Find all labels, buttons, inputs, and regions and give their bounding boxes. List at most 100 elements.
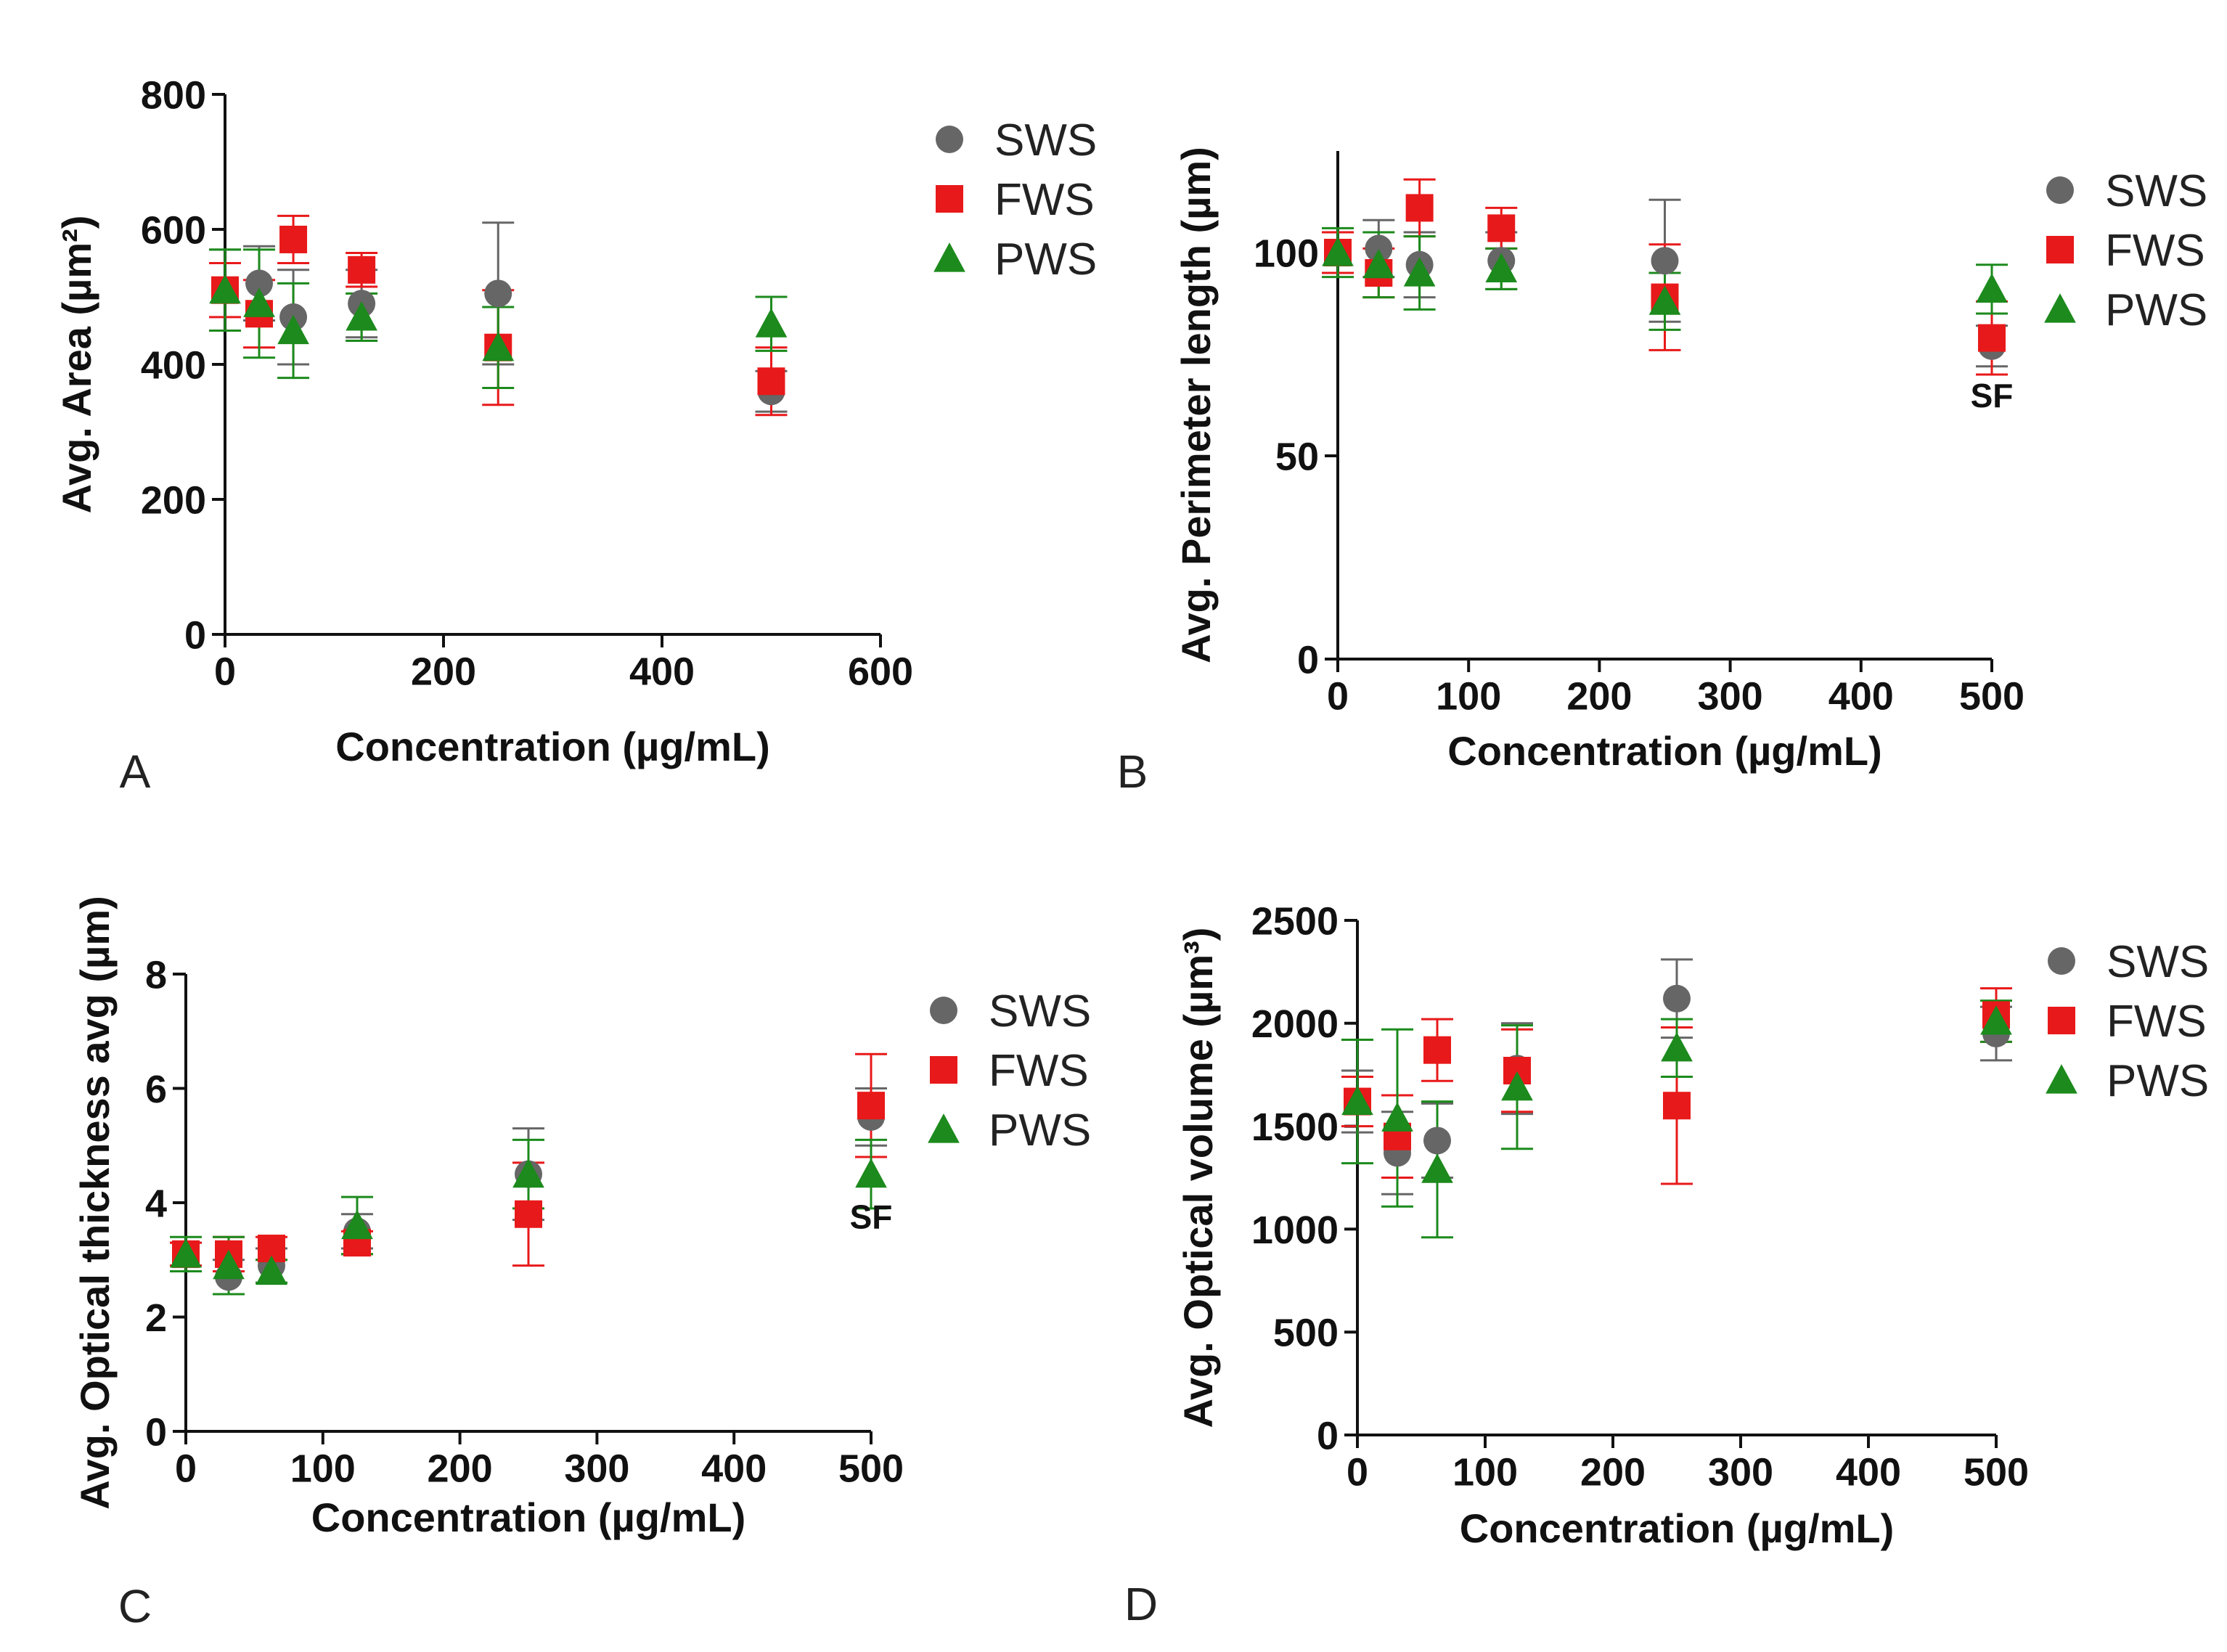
- x-tick-label: 500: [1964, 1450, 2029, 1494]
- legend: SWS FWS PWS: [2044, 166, 2207, 335]
- legend-label: FWS: [2107, 997, 2207, 1047]
- legend-marker: [936, 126, 963, 153]
- x-tick-label: 200: [1580, 1450, 1646, 1494]
- y-tick-label: 50: [1275, 435, 1319, 478]
- chart-panel-b: 0 50 100 0 100 200 300 400 500 Concentration (µg/…: [1117, 147, 2208, 798]
- legend-label: PWS: [989, 1105, 1091, 1156]
- legend-item: FWS: [936, 175, 1095, 225]
- y-tick-label: 2500: [1251, 899, 1339, 943]
- y-tick-label: 6: [145, 1068, 167, 1111]
- x-tick-label: 0: [1327, 674, 1349, 718]
- data-point: [1421, 1153, 1453, 1183]
- y-tick-label: 500: [1273, 1312, 1339, 1355]
- y-tick-label: 600: [141, 208, 206, 252]
- series-markers-pws: [170, 1158, 887, 1285]
- y-tick-label: 1500: [1251, 1105, 1339, 1149]
- panel-letter: A: [120, 745, 151, 798]
- y-tick-label: 800: [141, 73, 206, 117]
- legend-marker: [930, 1056, 957, 1084]
- legend-item: SWS: [2048, 937, 2209, 987]
- legend-marker: [2048, 947, 2075, 975]
- legend-marker: [936, 185, 963, 213]
- data-point: [1362, 248, 1395, 279]
- series-markers-pws: [1341, 1005, 2012, 1183]
- data-point: [1423, 1036, 1451, 1064]
- chart-panel-c: 0 2 4 6 8 0 100 200 300 400 500 Concentration (µg/m…: [72, 896, 1091, 1632]
- x-tick-label: 0: [214, 650, 236, 693]
- panel-letter: D: [1124, 1578, 1158, 1630]
- panel-letter: B: [1117, 745, 1148, 798]
- series-markers-pws: [209, 274, 788, 361]
- panel-letter: C: [118, 1580, 152, 1632]
- data-point: [1978, 324, 2006, 352]
- legend-marker: [2044, 293, 2076, 323]
- x-tick-label: 0: [175, 1447, 197, 1490]
- x-tick-label: 600: [848, 650, 913, 693]
- y-tick-label: 400: [141, 343, 206, 387]
- x-tick-label: 100: [1452, 1450, 1518, 1494]
- x-axis-title: Concentration (µg/mL): [1447, 728, 1881, 774]
- legend: SWS FWS PWS: [928, 986, 1091, 1156]
- chart-panel-d: 0 500 1000 1500 2000 2500 0 100 200 300 400 500 Conc…: [1124, 899, 2209, 1630]
- legend-label: SWS: [989, 986, 1091, 1036]
- x-tick-label: 200: [1566, 674, 1632, 718]
- data-point: [170, 1238, 202, 1268]
- legend-marker: [2046, 236, 2074, 263]
- y-tick-label: 2: [145, 1296, 167, 1340]
- legend-label: FWS: [989, 1046, 1089, 1096]
- legend-label: PWS: [2107, 1056, 2209, 1106]
- data-point: [1405, 194, 1434, 222]
- legend-marker: [2046, 176, 2074, 204]
- legend-label: SWS: [2107, 937, 2209, 987]
- data-point: [1365, 234, 1393, 263]
- legend-label: FWS: [2105, 226, 2205, 276]
- x-tick-label: 100: [290, 1447, 356, 1490]
- data-point: [1661, 1031, 1693, 1062]
- y-tick-label: 8: [145, 953, 167, 997]
- x-tick-label: 0: [1347, 1450, 1368, 1494]
- legend-item: PWS: [928, 1105, 1091, 1156]
- y-tick-label: 100: [1254, 232, 1319, 275]
- legend-marker: [2046, 1064, 2077, 1094]
- data-point: [755, 308, 788, 338]
- data-point: [855, 1158, 887, 1188]
- data-point: [857, 1092, 885, 1120]
- legend-item: SWS: [936, 115, 1097, 165]
- legend-item: FWS: [2046, 226, 2205, 276]
- data-point: [348, 255, 376, 284]
- x-tick-label: 300: [1698, 674, 1763, 718]
- legend-label: SWS: [2105, 166, 2207, 216]
- y-tick-label: 4: [145, 1182, 167, 1225]
- data-point: [512, 1158, 544, 1188]
- legend-item: PWS: [2046, 1056, 2209, 1106]
- y-tick-label: 2000: [1251, 1002, 1339, 1046]
- data-point: [1651, 247, 1679, 275]
- x-tick-label: 200: [428, 1447, 493, 1490]
- data-point: [346, 301, 377, 331]
- data-point: [213, 1249, 245, 1280]
- x-tick-label: 200: [411, 650, 476, 693]
- x-tick-label: 100: [1436, 674, 1501, 718]
- x-axis-title: Concentration (µg/mL): [335, 724, 769, 769]
- legend-label: SWS: [994, 115, 1097, 165]
- data-point: [1341, 1085, 1373, 1116]
- y-tick-label: 0: [184, 613, 206, 657]
- legend-label: FWS: [994, 175, 1095, 225]
- data-point: [1980, 1005, 2012, 1035]
- data-point: [1423, 1126, 1451, 1155]
- legend-marker: [928, 1113, 960, 1143]
- x-tick-label: 500: [1959, 674, 2024, 718]
- y-axis-title: Avg. Perimeter length (µm): [1173, 147, 1219, 663]
- data-point: [515, 1200, 542, 1228]
- data-point: [482, 331, 515, 361]
- x-tick-label: 500: [838, 1447, 904, 1490]
- legend-item: SWS: [930, 986, 1091, 1036]
- y-tick-label: 200: [141, 478, 206, 522]
- y-axis-title: Avg. Optical thickness avg (µm): [72, 896, 118, 1510]
- data-point: [1976, 273, 2008, 303]
- x-tick-label: 400: [1836, 1450, 1901, 1494]
- x-tick-label: 300: [564, 1447, 629, 1490]
- x-axis-title: Concentration (µg/mL): [311, 1494, 745, 1540]
- data-point: [1322, 237, 1354, 266]
